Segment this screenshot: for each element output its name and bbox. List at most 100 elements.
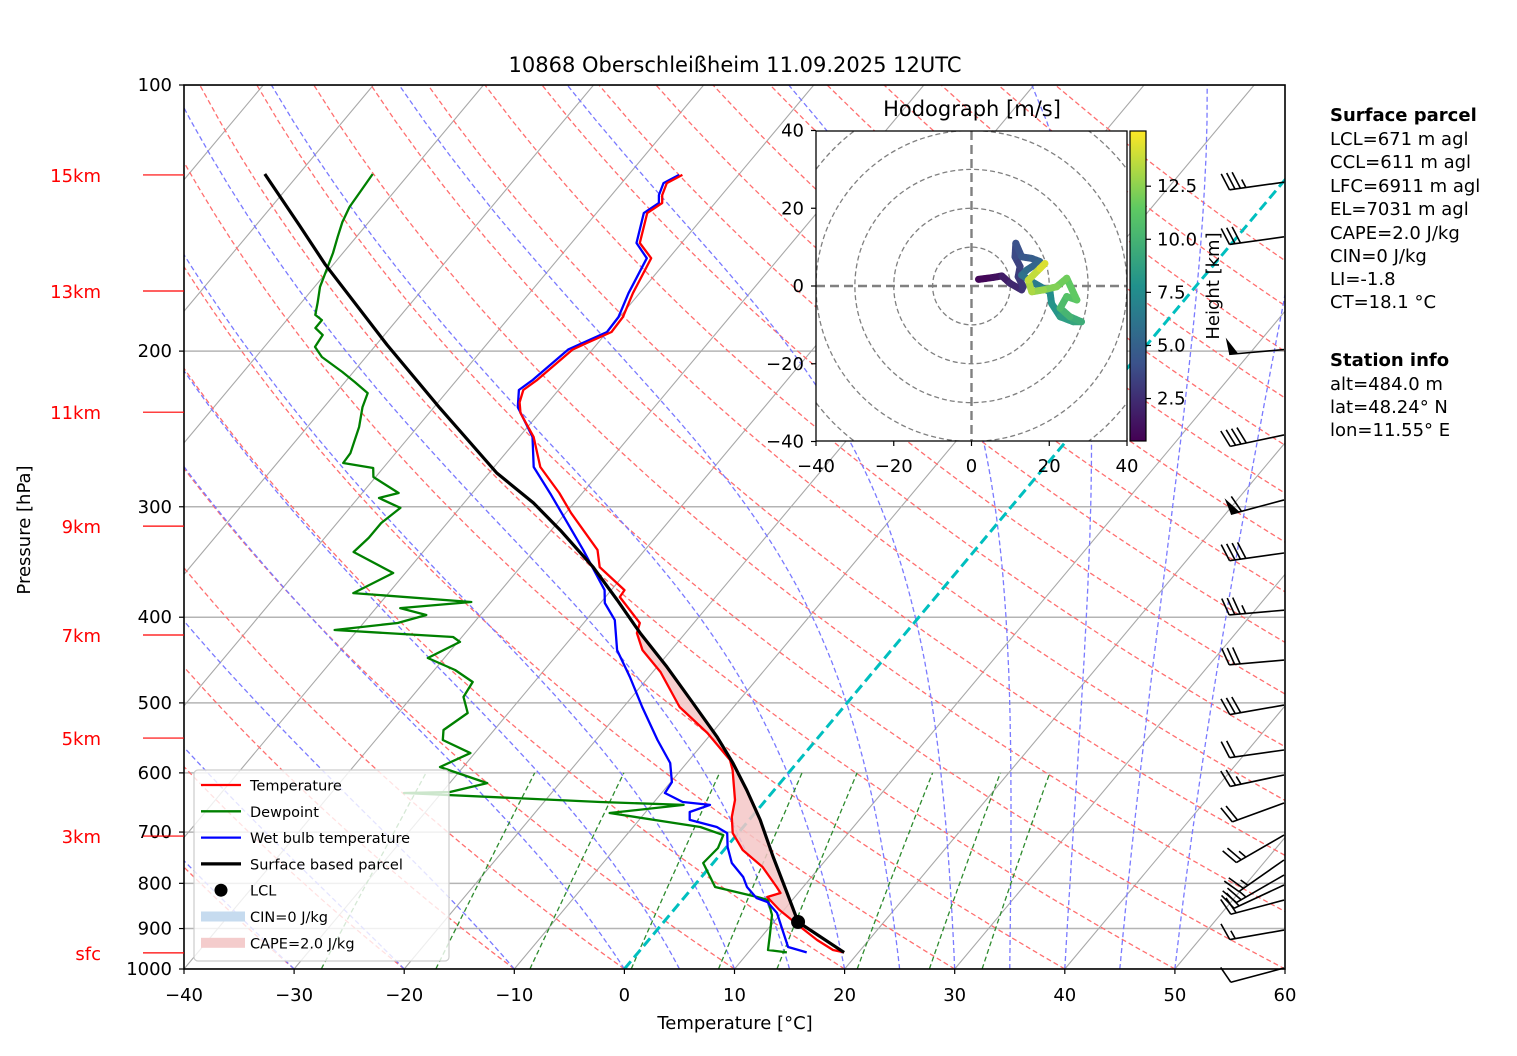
colorbar-tick-label: 10.0 <box>1157 229 1197 250</box>
legend-label: CAPE=2.0 J/kg <box>250 936 355 952</box>
barb-staff <box>1230 967 1285 984</box>
wind-barb <box>1225 337 1285 356</box>
wind-barb <box>1220 542 1285 562</box>
barb-feather <box>1220 807 1233 823</box>
wind-barb <box>1220 769 1285 788</box>
x-tick-label: −40 <box>165 985 203 1006</box>
barb-pennant <box>1224 498 1240 515</box>
dry-adiabat-line <box>484 85 1285 748</box>
barb-feather <box>1225 429 1237 446</box>
colorbar-tick-label: 2.5 <box>1157 389 1186 410</box>
mixing-ratio-line <box>529 772 625 969</box>
surface-parcel-heading: Surface parcel <box>1330 105 1477 126</box>
dry-adiabat-line <box>184 265 956 969</box>
isotherm-line <box>184 85 484 444</box>
barb-staff <box>1235 834 1285 864</box>
barb-feather <box>1226 647 1236 665</box>
hodograph-x-tick-label: −40 <box>797 456 835 477</box>
legend-swatch <box>201 911 245 922</box>
wind-barb <box>1220 923 1285 941</box>
y-tick-label: 700 <box>138 822 172 843</box>
legend-frame <box>193 769 450 962</box>
y-tick-label: 100 <box>138 75 172 96</box>
height-label: 11km <box>50 403 101 424</box>
barb-feather <box>1225 172 1236 190</box>
legend-swatch <box>201 937 245 948</box>
profile-lines <box>263 173 845 954</box>
height-label: 9km <box>62 517 101 538</box>
barb-feather <box>1220 770 1231 787</box>
wind-barb <box>1221 597 1285 616</box>
colorbar-ticks: 2.5 5.0 7.5 10.0 12.5 <box>1146 176 1197 410</box>
legend-swatch <box>214 883 228 897</box>
y-axis-label: Pressure [hPa] <box>14 465 35 594</box>
barb-feather <box>1225 227 1236 245</box>
barb-pennant <box>1225 337 1239 355</box>
info-line: lon=11.55° E <box>1330 420 1450 441</box>
barb-staff <box>1232 802 1285 823</box>
dry-adiabat-line <box>370 85 1285 857</box>
dry-adiabat-line <box>199 85 1176 969</box>
wind-barb <box>1220 740 1285 759</box>
barb-staff <box>1230 899 1285 916</box>
moist-adiabat-line <box>1174 291 1285 969</box>
dry-adiabat-line <box>313 85 1285 913</box>
isotherm-line <box>734 310 1285 969</box>
legend-label: CIN=0 J/kg <box>250 910 328 926</box>
wind-barb <box>1221 647 1285 666</box>
barb-feather <box>1220 430 1231 447</box>
x-tick-label: 0 <box>619 985 630 1006</box>
barb-feather <box>1231 696 1242 714</box>
barb-half-feather <box>1241 604 1247 614</box>
y-tick-label: 1000 <box>126 959 172 980</box>
y-tick-label: 600 <box>138 763 172 784</box>
wind-barb <box>1220 226 1285 246</box>
legend-label: Dewpoint <box>250 805 319 821</box>
barb-feather <box>1230 495 1243 512</box>
x-axis-label: Temperature [°C] <box>656 1013 812 1034</box>
barb-staff <box>1229 609 1285 616</box>
legend-label: Surface based parcel <box>250 857 403 873</box>
hodograph-x-tick-label: 0 <box>966 456 977 477</box>
x-tick-label: 40 <box>1053 985 1076 1006</box>
barb-staff <box>1229 181 1285 191</box>
barb-staff <box>1235 874 1285 904</box>
isotherm-line <box>184 85 705 707</box>
wind-barb <box>1220 427 1285 448</box>
y-tick-label: 500 <box>138 693 172 714</box>
barb-half-feather <box>1240 879 1249 886</box>
hodograph-y-tick-label: 0 <box>793 276 804 297</box>
wind-barb <box>1223 859 1285 893</box>
wind-barb <box>1220 966 1285 984</box>
x-tick-label: 10 <box>723 985 746 1006</box>
barb-feather <box>1226 597 1236 615</box>
barb-half-feather <box>1238 890 1247 898</box>
barb-feather <box>1225 769 1237 786</box>
y-tick-label: 900 <box>138 919 172 940</box>
hodograph-y-tick-label: 40 <box>781 121 804 142</box>
isotherm-line <box>1064 705 1285 969</box>
hodograph-x-tick-label: −20 <box>875 456 913 477</box>
barb-feather <box>1226 847 1242 861</box>
wind-barb <box>1220 171 1285 191</box>
wind-barbs <box>1220 171 1285 984</box>
x-tick-label: 60 <box>1274 985 1297 1006</box>
mixing-ratio-line <box>630 772 721 969</box>
hodograph-x-tick-label: 20 <box>1038 456 1061 477</box>
mixing-ratio-line <box>981 772 1051 969</box>
barb-staff <box>1229 348 1285 356</box>
info-line: CT=18.1 °C <box>1330 292 1436 313</box>
hodograph-y-tick-label: 20 <box>781 198 804 219</box>
barb-feather <box>1220 898 1232 915</box>
barb-staff <box>1230 499 1285 515</box>
moist-adiabat-line <box>184 619 515 969</box>
barb-feather <box>1225 740 1236 758</box>
barb-feather <box>1228 877 1244 890</box>
moist-adiabat-line <box>398 85 901 969</box>
barb-feather <box>1220 923 1231 940</box>
height-label: 13km <box>50 282 101 303</box>
barb-feather <box>1231 226 1242 244</box>
